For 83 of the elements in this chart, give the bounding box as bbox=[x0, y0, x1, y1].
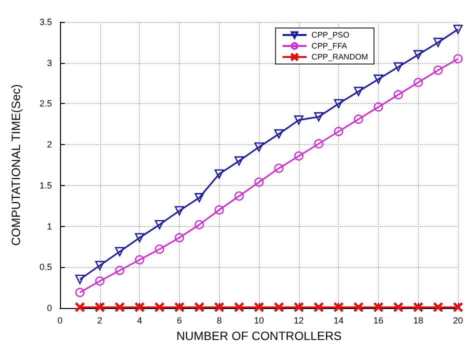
point bbox=[75, 302, 85, 312]
point bbox=[274, 129, 284, 139]
point bbox=[95, 276, 104, 286]
point bbox=[374, 302, 384, 312]
point bbox=[274, 302, 284, 312]
point bbox=[433, 302, 443, 312]
point bbox=[154, 302, 164, 312]
x-tick-label: 12 bbox=[294, 316, 304, 326]
point bbox=[433, 38, 443, 48]
point bbox=[95, 260, 104, 270]
point bbox=[374, 102, 384, 112]
y-tick-label: 1 bbox=[46, 221, 52, 232]
point bbox=[394, 90, 403, 100]
point bbox=[254, 178, 264, 187]
point bbox=[234, 156, 244, 166]
point bbox=[95, 302, 104, 312]
x-axis-title: NUMBER OF CONTROLLERS bbox=[176, 328, 342, 343]
point bbox=[314, 139, 324, 148]
y-tick-label: 3.5 bbox=[39, 17, 52, 27]
y-tick-label: 0 bbox=[46, 303, 52, 313]
point bbox=[214, 302, 224, 312]
point bbox=[194, 220, 204, 230]
point bbox=[314, 112, 324, 122]
point bbox=[134, 302, 144, 312]
point bbox=[154, 244, 164, 254]
point bbox=[194, 302, 204, 312]
point bbox=[414, 50, 423, 60]
legend-label: CPP_RANDOM bbox=[312, 52, 368, 62]
point bbox=[214, 205, 224, 215]
point bbox=[314, 302, 324, 312]
point bbox=[174, 302, 184, 312]
point bbox=[334, 126, 344, 136]
point bbox=[75, 288, 85, 298]
point bbox=[414, 78, 423, 88]
x-tick-label: 14 bbox=[334, 316, 344, 326]
x-tick-label: 4 bbox=[137, 316, 142, 326]
x-tick-label: 20 bbox=[452, 316, 464, 326]
point bbox=[453, 24, 463, 34]
x-tick-label: 10 bbox=[254, 316, 264, 326]
point bbox=[334, 302, 344, 312]
point bbox=[453, 54, 463, 64]
point bbox=[354, 114, 364, 124]
x-tick-label: 6 bbox=[176, 316, 182, 326]
point bbox=[334, 99, 344, 108]
y-tick-label: 2.5 bbox=[39, 98, 52, 109]
point bbox=[354, 86, 364, 96]
legend-label: CPP_PSO bbox=[312, 30, 350, 40]
point bbox=[194, 193, 204, 202]
point bbox=[394, 62, 403, 72]
x-tick-label: 2 bbox=[97, 316, 102, 326]
point bbox=[254, 302, 264, 312]
y-tick-label: 3 bbox=[46, 58, 52, 68]
point bbox=[174, 206, 184, 216]
point bbox=[294, 302, 304, 312]
y-tick-label: 1.5 bbox=[39, 180, 52, 190]
point bbox=[433, 66, 443, 75]
point bbox=[174, 233, 184, 242]
point bbox=[234, 191, 244, 201]
point bbox=[274, 164, 284, 173]
x-tick-label: 16 bbox=[373, 316, 384, 326]
y-axis-title: COMPUTATIONAL TIME(Sec) bbox=[9, 84, 23, 246]
point bbox=[134, 233, 144, 242]
point bbox=[75, 274, 85, 284]
point bbox=[214, 169, 224, 179]
point bbox=[294, 115, 304, 125]
legend-label: CPP_FFA bbox=[312, 42, 348, 50]
point bbox=[414, 302, 423, 312]
point bbox=[134, 255, 144, 264]
point bbox=[234, 302, 244, 312]
point bbox=[254, 142, 264, 152]
x-tick-label: 18 bbox=[413, 316, 424, 326]
point bbox=[154, 220, 164, 230]
point bbox=[115, 302, 124, 312]
y-tick-label: 0.5 bbox=[39, 262, 52, 272]
point bbox=[354, 302, 364, 312]
point bbox=[294, 151, 304, 161]
x-tick-label: 0 bbox=[57, 316, 63, 326]
point bbox=[394, 302, 403, 312]
y-tick-label: 2 bbox=[46, 140, 52, 150]
point bbox=[115, 266, 124, 276]
point bbox=[115, 246, 124, 256]
x-tick-label: 8 bbox=[216, 316, 222, 326]
point bbox=[374, 74, 384, 84]
